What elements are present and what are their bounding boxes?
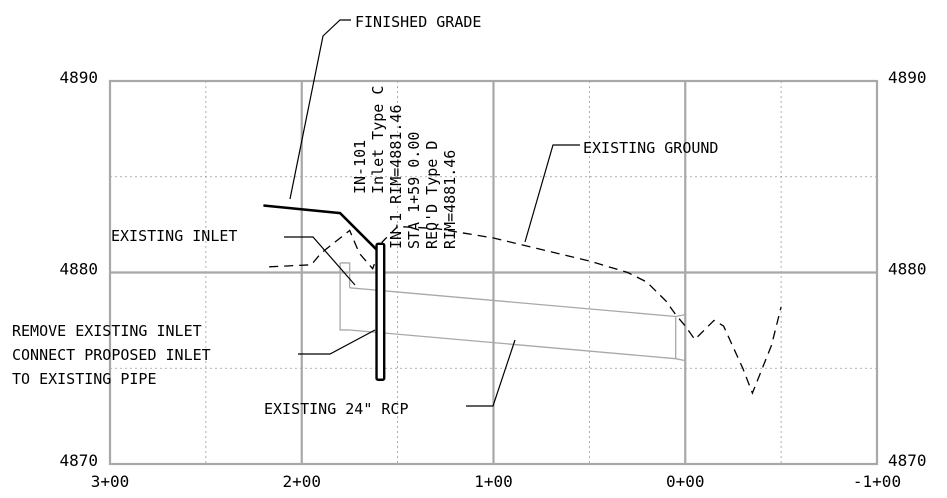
remove-inlet-label-line-2: CONNECT PROPOSED INLET: [12, 346, 211, 364]
inlet-label-line-4: STA 1+59 0.00: [405, 132, 423, 249]
y-tick-label-right: 4880: [888, 260, 927, 279]
x-tick-label: 0+00: [666, 472, 705, 491]
x-tick-label: 1+00: [474, 472, 513, 491]
annotations: FINISHED GRADE EXISTING GROUND EXISTING …: [12, 13, 718, 418]
x-tick-label: -1+00: [853, 472, 901, 491]
x-tick-label: 2+00: [282, 472, 321, 491]
existing-inlet-leader: [284, 236, 356, 286]
existing-pipe: [339, 262, 686, 362]
existing-rcp-label: EXISTING 24" RCP: [264, 400, 409, 418]
finished-grade-leader: [289, 19, 351, 200]
remove-inlet-leader: [298, 329, 376, 355]
existing-inlet-top: [340, 262, 351, 288]
inlet-label-line-2: Inlet Type C: [369, 86, 387, 194]
remove-inlet-label-line-1: REMOVE EXISTING INLET: [12, 322, 202, 340]
pipe-crown-line: [349, 287, 686, 318]
y-tick-label-left: 4870: [59, 451, 98, 470]
y-tick-label-left: 4890: [59, 68, 98, 87]
inlet-label-line-6: RIM=4881.46: [441, 150, 459, 249]
profile-lines: [263, 204, 782, 395]
existing-inlet-wall: [339, 262, 350, 331]
grid: [110, 81, 877, 464]
pipe-invert-line: [349, 329, 686, 362]
inlet-label-line-1: IN-101: [351, 140, 369, 194]
tick-labels: 3+00 2+00 1+00 0+00 -1+00 4890 4880 4870 4890 488…: [59, 68, 926, 491]
inlet-label-line-5: REQ'D Type D: [423, 141, 441, 249]
y-tick-label-left: 4880: [59, 260, 98, 279]
finished-grade-label: FINISHED GRADE: [355, 13, 481, 31]
existing-ground-label: EXISTING GROUND: [583, 139, 718, 157]
frame-border: [108, 79, 879, 466]
y-tick-label-right: 4890: [888, 68, 927, 87]
leaders: [284, 19, 580, 407]
structures: [375, 242, 386, 381]
y-tick-label-right: 4870: [888, 451, 927, 470]
proposed-inlet: [375, 242, 386, 381]
existing-inlet-label: EXISTING INLET: [111, 227, 237, 245]
existing-rcp-leader: [466, 339, 516, 407]
remove-inlet-label-line-3: TO EXISTING PIPE: [12, 370, 157, 388]
existing-ground-leader: [524, 144, 580, 243]
plot-frame: [108, 79, 879, 466]
x-tick-label: 3+00: [91, 472, 130, 491]
finished-grade-line: [263, 204, 380, 253]
inlet-label-line-3: IN-1 RIM=4881.46: [387, 105, 405, 250]
